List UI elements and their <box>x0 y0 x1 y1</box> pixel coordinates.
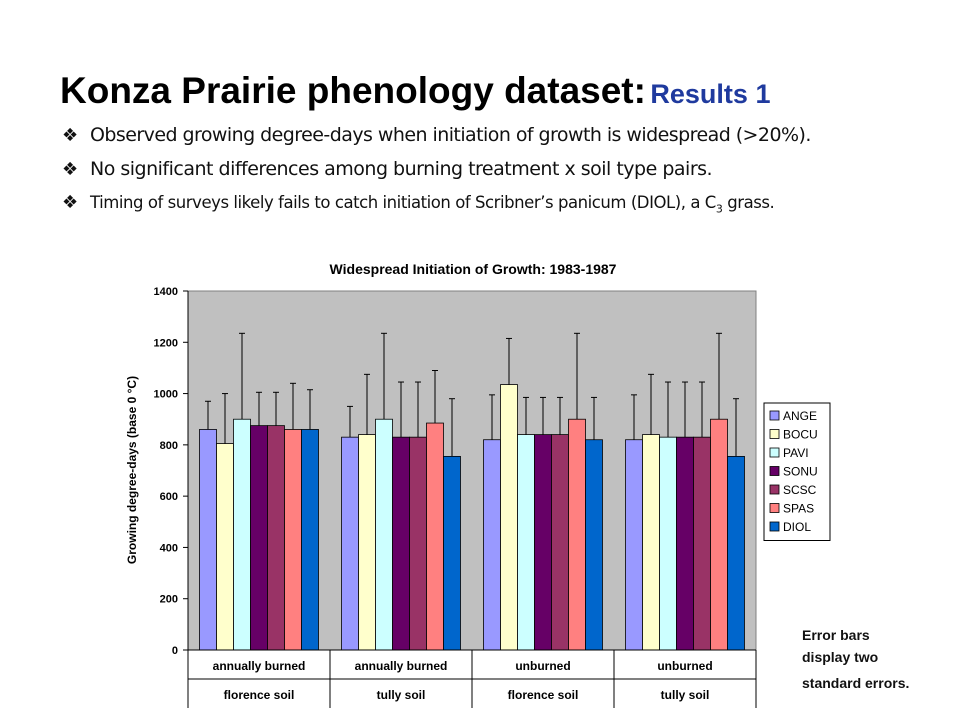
y-tick-label: 800 <box>160 440 178 452</box>
y-axis-label: Growing degree-days (base 0 °C) <box>125 376 139 564</box>
bar <box>284 429 302 651</box>
y-tick-label: 1000 <box>154 389 178 401</box>
x-category-label-soil: florence soil <box>224 688 295 702</box>
legend-swatch <box>769 429 780 439</box>
x-category-label-treatment: unburned <box>657 659 712 673</box>
y-tick-label: 600 <box>160 491 178 503</box>
legend-label: BOCU <box>783 428 818 442</box>
bar <box>409 436 427 651</box>
bar <box>585 439 603 651</box>
bar <box>568 418 586 651</box>
bar <box>267 425 285 651</box>
error-bar-note: Error bars display two standard errors. <box>802 624 909 694</box>
note-line: standard errors. <box>802 675 910 691</box>
legend-label: PAVI <box>783 446 809 460</box>
x-category-label-treatment: annually burned <box>213 659 306 673</box>
diamond-bullet-icon: ❖ <box>62 192 78 213</box>
bar <box>375 418 393 651</box>
bar <box>642 434 660 651</box>
legend-label: DIOL <box>783 520 811 534</box>
legend-swatch <box>769 503 780 513</box>
legend-label: SCSC <box>783 483 817 497</box>
bar <box>534 434 552 651</box>
y-tick-label: 1200 <box>154 337 178 349</box>
note-line: display two <box>802 649 879 665</box>
slide-title-sub: Results 1 <box>650 79 771 109</box>
legend-swatch <box>769 466 780 476</box>
bullet-text: No significant differences among burning… <box>90 158 713 180</box>
bar <box>233 418 251 651</box>
bar <box>659 436 677 651</box>
bar <box>301 429 319 651</box>
legend-swatch <box>769 410 780 421</box>
bar <box>500 384 518 651</box>
bar <box>551 434 569 651</box>
bar <box>625 439 643 651</box>
bullet-text: Observed growing degree-days when initia… <box>90 124 811 146</box>
bullet-item: ❖ Observed growing degree-days when init… <box>62 124 811 158</box>
bar <box>483 439 501 651</box>
x-category-label-soil: tully soil <box>377 688 426 702</box>
y-tick-label: 400 <box>160 542 178 554</box>
note-line: Error bars <box>802 627 870 643</box>
y-tick-label: 0 <box>172 645 178 657</box>
bullet-item: ❖ Timing of surveys likely fails to catc… <box>62 192 811 226</box>
bar <box>341 436 359 651</box>
legend-label: SPAS <box>783 502 814 516</box>
x-category-label-treatment: unburned <box>515 659 570 673</box>
y-tick-label: 200 <box>160 594 178 606</box>
legend-label: ANGE <box>783 409 817 423</box>
bar <box>710 418 728 651</box>
bar <box>443 455 461 651</box>
bullet-text: Timing of surveys likely fails to catch … <box>90 193 775 216</box>
bar <box>517 434 535 651</box>
subscript-3: 3 <box>715 202 723 216</box>
chart-title: Widespread Initiation of Growth: 1983-19… <box>330 261 617 277</box>
legend-swatch <box>769 484 780 495</box>
y-tick-label: 1400 <box>154 286 178 298</box>
bar <box>250 425 268 651</box>
bar <box>199 429 217 651</box>
bullet-list: ❖ Observed growing degree-days when init… <box>62 124 811 226</box>
bar <box>216 443 234 651</box>
slide-title: Konza Prairie phenology dataset: Results… <box>60 70 770 112</box>
x-category-label-treatment: annually burned <box>355 659 448 673</box>
legend-swatch <box>769 447 780 458</box>
diamond-bullet-icon: ❖ <box>62 125 78 146</box>
bullet-item: ❖ No significant differences among burni… <box>62 158 811 192</box>
x-category-label-soil: tully soil <box>661 688 710 702</box>
diamond-bullet-icon: ❖ <box>62 159 78 180</box>
bar <box>392 436 410 651</box>
bar <box>676 436 694 651</box>
bar <box>693 436 711 651</box>
bar <box>426 422 444 651</box>
bar <box>358 434 376 651</box>
bar <box>727 455 745 651</box>
x-category-label-soil: florence soil <box>508 688 579 702</box>
legend-swatch <box>769 521 780 532</box>
slide-title-main: Konza Prairie phenology dataset: <box>60 70 646 111</box>
legend-label: SONU <box>783 465 818 479</box>
